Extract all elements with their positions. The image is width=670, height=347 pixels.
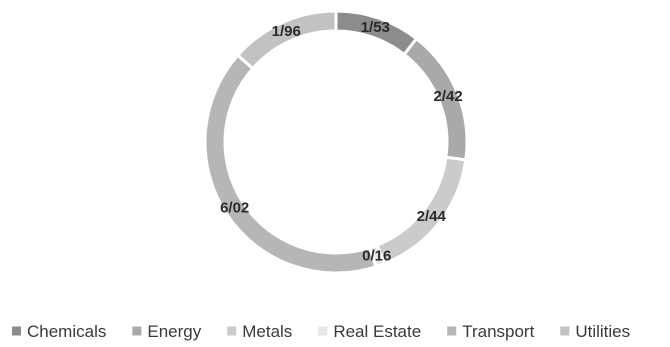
data-label-chemicals: 1/53 — [361, 19, 390, 36]
data-label-utilities: 1/96 — [272, 23, 301, 40]
donut-data-labels: 1/53 2/42 2/44 0/16 6/02 1/96 — [220, 19, 463, 264]
data-label-energy: 2/42 — [433, 88, 462, 105]
legend-item-chemicals: Chemicals — [12, 322, 106, 341]
legend-swatch-metals — [227, 326, 237, 336]
legend-item-real-estate: Real Estate — [318, 322, 421, 341]
legend-label-transport: Transport — [462, 322, 534, 341]
legend-label-metals: Metals — [242, 322, 292, 341]
slice-transport — [203, 53, 378, 275]
legend-item-utilities: Utilities — [560, 322, 630, 341]
legend-label-utilities: Utilities — [575, 322, 630, 341]
data-label-metals: 2/44 — [417, 208, 447, 225]
slice-utilities — [235, 9, 338, 71]
legend-label-real-estate: Real Estate — [333, 322, 421, 341]
legend-swatch-real-estate — [318, 326, 328, 336]
legend-swatch-utilities — [560, 326, 570, 336]
legend-item-transport: Transport — [447, 322, 535, 341]
chart-legend: Chemicals Energy Metals Real Estate Transpor… — [12, 322, 630, 341]
data-label-real-estate: 0/16 — [362, 247, 391, 264]
legend-label-chemicals: Chemicals — [27, 322, 106, 341]
legend-item-metals: Metals — [227, 322, 292, 341]
data-label-transport: 6/02 — [220, 200, 249, 217]
legend-swatch-energy — [132, 326, 142, 336]
donut-slices — [203, 9, 469, 275]
legend-item-energy: Energy — [132, 322, 202, 341]
legend-swatch-transport — [447, 326, 457, 336]
legend-swatch-chemicals — [12, 326, 21, 336]
legend-label-energy: Energy — [147, 322, 201, 341]
